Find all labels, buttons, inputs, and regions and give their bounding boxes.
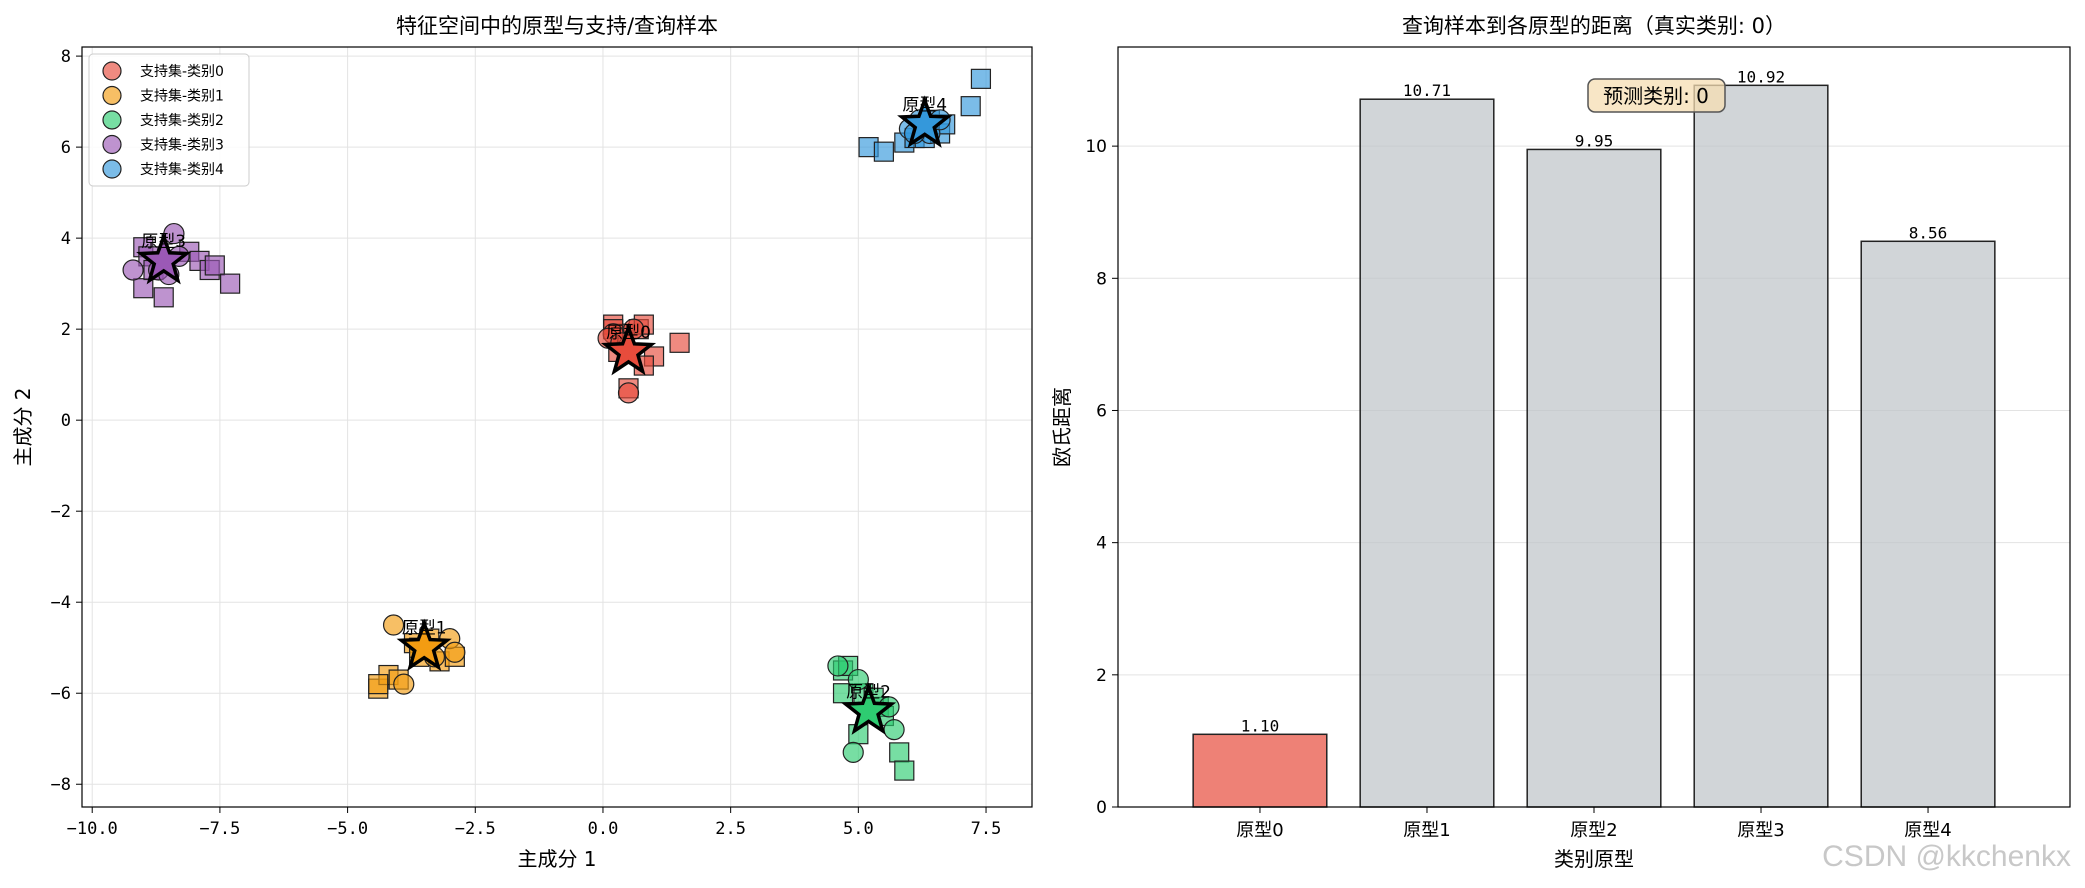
bar-y-tick-label: 4 (1096, 534, 1107, 554)
legend-box (88, 53, 250, 187)
bar-value-label: 8.56 (1909, 223, 1948, 242)
bar-y-tick-label: 0 (1096, 798, 1107, 818)
prototype-label: 原型4 (902, 95, 947, 115)
scatter-x-tick-label: −7.5 (199, 819, 240, 839)
bar-原型1 (1359, 98, 1495, 808)
bar-x-tick-label: 原型1 (1403, 820, 1450, 841)
query-point-class1 (368, 674, 389, 695)
scatter-y-tick-label: 8 (61, 47, 71, 67)
scatter-x-tick-label: 7.5 (971, 819, 1002, 839)
prototype-label: 原型0 (606, 323, 651, 343)
bar-ticks: 0 2 4 6 8 10 原型0 原型1 原型2 原型3 原型4 (1085, 137, 1951, 841)
bar-value-label: 10.71 (1403, 81, 1451, 100)
query-point-class3 (220, 273, 241, 294)
scatter-x-tick-label: −2.5 (455, 819, 496, 839)
scatter-y-tick-label: 0 (61, 411, 71, 431)
scatter-y-tick-label: −6 (51, 684, 71, 704)
prototype-star-icon-class4 (897, 95, 953, 148)
scatter-panel: 原型0 原型1 原型2 原型3 原型4 −10.0 −7.5 −5.0 −2.5 0.0 2.5 5… (11, 14, 1033, 871)
query-point-class4 (970, 68, 992, 89)
scatter-y-tick-label: 2 (61, 320, 71, 340)
legend-label: 支持集-类别0 (140, 63, 224, 80)
bar-x-tick-label: 原型2 (1570, 820, 1617, 841)
query-point-class2 (894, 760, 915, 781)
bar-value-label: 10.92 (1737, 67, 1785, 86)
bar-value-label: 1.10 (1241, 716, 1280, 735)
support-point-class1 (382, 614, 405, 636)
scatter-x-tick-label: −10.0 (67, 819, 118, 839)
bar-原型2 (1526, 148, 1662, 808)
scatter-x-tick-label: 0.0 (588, 819, 619, 839)
query-point-class3 (204, 255, 225, 276)
bar-panel: 1.10 10.71 9.95 10.92 8.56 0 2 4 6 8 10 原型0 原型1 原型2 原… (1050, 14, 2071, 871)
query-point-class3 (133, 278, 154, 299)
prediction-annotation-box (1587, 78, 1726, 113)
support-point-class0 (617, 382, 640, 404)
support-point-class2 (847, 668, 869, 691)
bar-y-tick-label: 2 (1096, 666, 1107, 686)
scatter-legend: 支持集-类别0 支持集-类别1 支持集-类别2 支持集-类别3 支持集-类别4 (88, 53, 250, 187)
legend-marker-class1 (102, 85, 122, 106)
scatter-y-tick-label: 6 (61, 138, 71, 158)
bar-series: 1.10 10.71 9.95 10.92 8.56 (1192, 67, 1996, 808)
bar-y-tick-label: 10 (1085, 137, 1107, 157)
legend-label: 支持集-类别4 (140, 161, 224, 178)
query-point-class4 (873, 141, 894, 162)
scatter-frame (81, 46, 1033, 808)
scatter-x-tick-label: −5.0 (327, 819, 368, 839)
support-point-class1 (444, 641, 466, 663)
prototype-label: 原型3 (141, 232, 186, 252)
legend-marker-class0 (102, 61, 122, 81)
bar-原型0 (1192, 733, 1328, 808)
prototype-label: 原型2 (846, 682, 891, 702)
bar-y-tick-label: 6 (1096, 401, 1107, 421)
query-point-class3 (153, 287, 174, 308)
bar-x-tick-label: 原型4 (1904, 820, 1951, 841)
scatter-y-tick-label: −2 (51, 502, 71, 522)
query-point-class2 (889, 742, 910, 763)
bar-y-axis-label: 欧氏距离 (1050, 387, 1074, 467)
legend-marker-class2 (102, 110, 122, 130)
support-point-class2 (883, 719, 905, 741)
bar-value-label: 9.95 (1575, 131, 1614, 150)
bar-x-tick-label: 原型3 (1737, 820, 1784, 841)
scatter-x-tick-label: 2.5 (715, 819, 746, 839)
bar-x-tick-label: 原型0 (1236, 820, 1283, 841)
query-point-class0 (669, 332, 690, 353)
watermark: CSDN @kkchenkx (1822, 840, 2071, 873)
scatter-title: 特征空间中的原型与支持/查询样本 (396, 14, 718, 38)
support-point-class2 (827, 655, 849, 677)
legend-label: 支持集-类别2 (140, 112, 224, 129)
support-point-class2 (842, 741, 864, 763)
legend-label: 支持集-类别1 (140, 88, 224, 105)
legend-marker-class4 (102, 159, 122, 179)
prototype-star-icon-class2 (840, 682, 897, 735)
bar-原型3 (1693, 84, 1829, 808)
scatter-ticks: −10.0 −7.5 −5.0 −2.5 0.0 2.5 5.0 7.5 −8 −6 −4 −2 0 2 4… (51, 47, 1002, 839)
prototype-star-icon-class0 (600, 322, 657, 376)
scatter-x-axis-label: 主成分 1 (517, 847, 596, 871)
scatter-y-tick-label: −8 (51, 775, 71, 795)
prototype-star-icon-class3 (136, 231, 192, 285)
legend-label: 支持集-类别3 (140, 137, 224, 154)
scatter-y-axis-label: 主成分 2 (11, 387, 35, 466)
bar-原型4 (1860, 240, 1996, 808)
support-point-class3 (122, 259, 144, 281)
support-point-class1 (393, 673, 415, 695)
scatter-x-tick-label: 5.0 (843, 819, 874, 839)
bar-y-tick-label: 8 (1096, 269, 1107, 289)
legend-marker-class3 (102, 134, 122, 155)
query-point-class4 (960, 96, 981, 117)
bar-title: 查询样本到各原型的距离（真实类别: 0） (1402, 14, 1786, 38)
prediction-annotation-text: 预测类别: 0 (1603, 84, 1709, 108)
prototype-star-icon-class1 (396, 618, 452, 672)
prediction-annotation: 预测类别: 0 (1587, 78, 1726, 113)
scatter-y-tick-label: 4 (61, 229, 71, 249)
scatter-y-tick-label: −4 (51, 593, 71, 613)
prototype-label: 原型1 (402, 619, 447, 639)
bar-x-axis-label: 类别原型 (1554, 847, 1634, 871)
prototype-markers: 原型0 原型1 原型2 原型3 原型4 (136, 95, 953, 735)
